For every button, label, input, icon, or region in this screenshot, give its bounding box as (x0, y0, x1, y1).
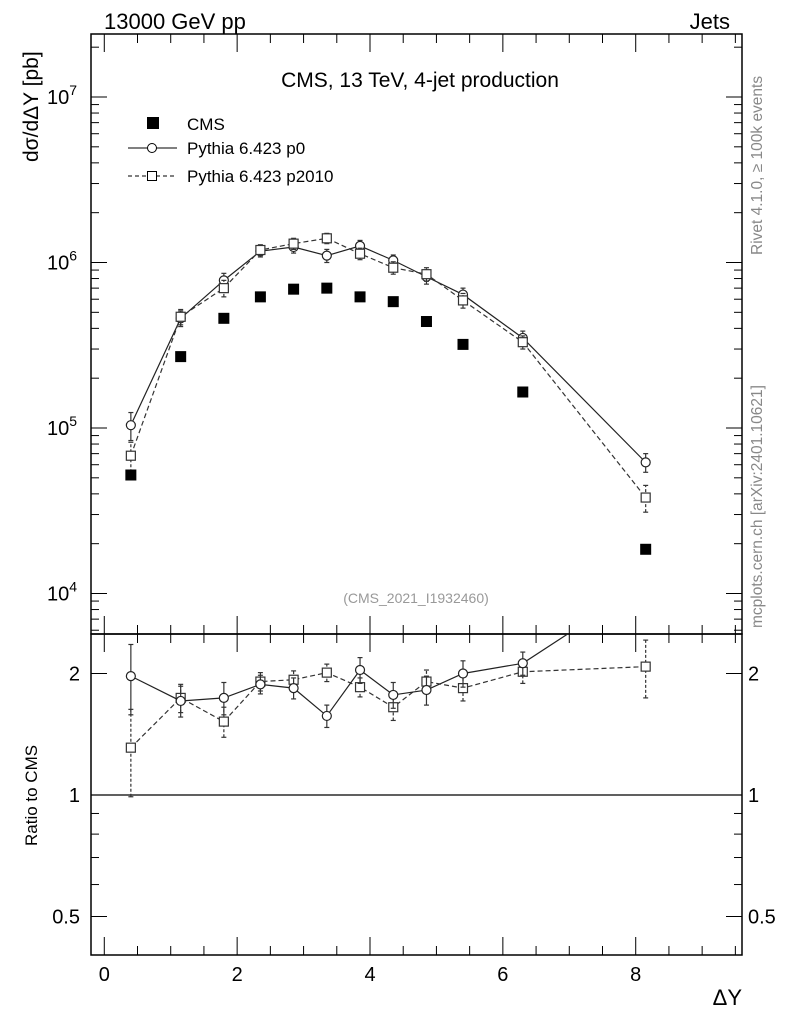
data-point-ratio-p2010 (321, 667, 332, 678)
data-point-cms (457, 338, 469, 350)
data-point-ratio-p0 (388, 689, 399, 701)
series-line-pythia-p0 (130, 245, 647, 463)
data-point-pythia-p2010 (421, 269, 432, 280)
data-point-ratio-p0 (517, 658, 528, 669)
main-y-tick-label: 104 (47, 579, 77, 606)
data-point-cms (321, 282, 333, 294)
data-point-cms (175, 351, 187, 363)
main-y-ticks (91, 46, 742, 631)
data-point-pythia-p2010 (388, 262, 399, 273)
data-point-ratio-p0 (288, 683, 299, 694)
data-point-ratio-p0 (641, 579, 650, 588)
data-point-cms (288, 283, 300, 295)
ratio-y-tick-label-right: 2 (748, 664, 759, 686)
x-tick-label: 8 (630, 964, 641, 986)
main-plot-panel: 104 105 106 107 CMS, 13 TeV, 4-jet producti… (20, 33, 743, 635)
legend-p2010-label: Pythia 6.423 p2010 (187, 167, 334, 186)
series-cms (125, 282, 652, 555)
data-point-cms (387, 296, 399, 308)
x-tick-label: 6 (497, 964, 508, 986)
ratio-y-tick-label-right: 1 (748, 785, 759, 807)
legend: CMS Pythia 6.423 p0 Pythia 6.423 p2010 (128, 115, 334, 186)
data-point-ratio-p0 (255, 679, 266, 690)
header-process: 13000 GeV pp (104, 9, 246, 34)
main-y-axis-label: dσ/dΔY [pb] (20, 51, 43, 162)
ratio-plot-panel: 0.5 0.5 1 1 2 2 0 2 4 6 8 Ratio to CMS ΔY (22, 579, 776, 1010)
data-point-cms (254, 291, 266, 303)
legend-cms-marker (147, 117, 159, 129)
rivet-version-label: Rivet 4.1.0, ≥ 100k events (749, 76, 766, 255)
x-tick-label: 4 (364, 964, 375, 986)
series-pythia-p0 (125, 239, 651, 473)
x-axis-label: ΔY (713, 985, 743, 1010)
ratio-x-ticks: 0 2 4 6 8 (99, 634, 736, 986)
data-point-pythia-p2010 (175, 311, 186, 322)
ratio-y-ticks: 0.5 0.5 1 1 2 2 (52, 664, 776, 929)
data-point-pythia-p2010 (125, 450, 136, 461)
data-point-pythia-p2010 (640, 492, 651, 503)
series-ratio-p2010 (125, 639, 651, 798)
data-point-pythia-p2010 (218, 283, 229, 294)
main-x-ticks (103, 34, 736, 634)
data-point-ratio-p2010 (218, 716, 229, 727)
ratio-y-axis-label: Ratio to CMS (22, 745, 41, 846)
main-y-tick-label: 106 (47, 248, 77, 275)
ratio-series-group (125, 579, 651, 798)
series-line-pythia-p2010 (130, 237, 647, 498)
data-point-ratio-p0 (125, 671, 136, 682)
data-point-cms (420, 316, 432, 328)
data-point-ratio-p0 (321, 710, 332, 722)
data-point-ratio-p0 (457, 668, 469, 679)
main-series-group (125, 232, 652, 555)
data-point-cms (354, 291, 366, 303)
legend-p0-marker (147, 143, 157, 153)
x-tick-label: 0 (99, 964, 110, 986)
data-point-cms (125, 469, 137, 481)
series-line-ratio-p0 (130, 634, 569, 717)
mcplots-label: mcplots.cern.ch [arXiv:2401.10621] (749, 385, 766, 628)
main-y-tick-label: 107 (47, 82, 77, 109)
data-point-ratio-p2010 (125, 742, 136, 753)
ratio-y-tick-label-left: 2 (69, 664, 80, 686)
header-observable: Jets (690, 9, 730, 34)
main-y-tick-label: 105 (47, 413, 77, 440)
data-point-pythia-p2010 (354, 248, 366, 259)
data-point-cms (640, 543, 652, 555)
x-tick-label: 2 (232, 964, 243, 986)
data-point-pythia-p2010 (457, 295, 469, 306)
series-line-ratio-p2010 (130, 666, 646, 749)
data-point-pythia-p2010 (288, 238, 299, 249)
main-y-tick-labels: 104 105 106 107 (47, 82, 77, 606)
data-point-pythia-p2010 (255, 244, 266, 256)
data-point-pythia-p2010 (517, 337, 528, 348)
ratio-y-tick-label-left: 0.5 (52, 907, 80, 929)
data-point-ratio-p0 (175, 695, 186, 707)
data-point-pythia-p0 (640, 457, 651, 468)
ratio-y-tick-label-left: 1 (69, 785, 80, 807)
data-point-pythia-p0 (125, 420, 136, 431)
data-point-pythia-p0 (321, 250, 332, 261)
series-ratio-p0 (125, 579, 650, 729)
legend-p2010-marker (147, 171, 157, 181)
data-point-cms (218, 312, 230, 324)
data-point-ratio-p0 (354, 664, 366, 676)
chart-title: CMS, 13 TeV, 4-jet production (281, 69, 559, 92)
legend-cms-label: CMS (187, 115, 225, 134)
data-point-ratio-p0 (421, 684, 432, 696)
series-pythia-p2010 (125, 232, 651, 513)
data-point-ratio-p0 (218, 692, 229, 704)
data-point-ratio-p2010 (640, 661, 651, 672)
legend-p0-label: Pythia 6.423 p0 (187, 139, 305, 158)
ratio-y-tick-label-right: 0.5 (748, 907, 776, 929)
data-point-pythia-p2010 (321, 233, 332, 244)
analysis-id: (CMS_2021_I1932460) (343, 590, 489, 606)
data-point-cms (517, 386, 529, 398)
